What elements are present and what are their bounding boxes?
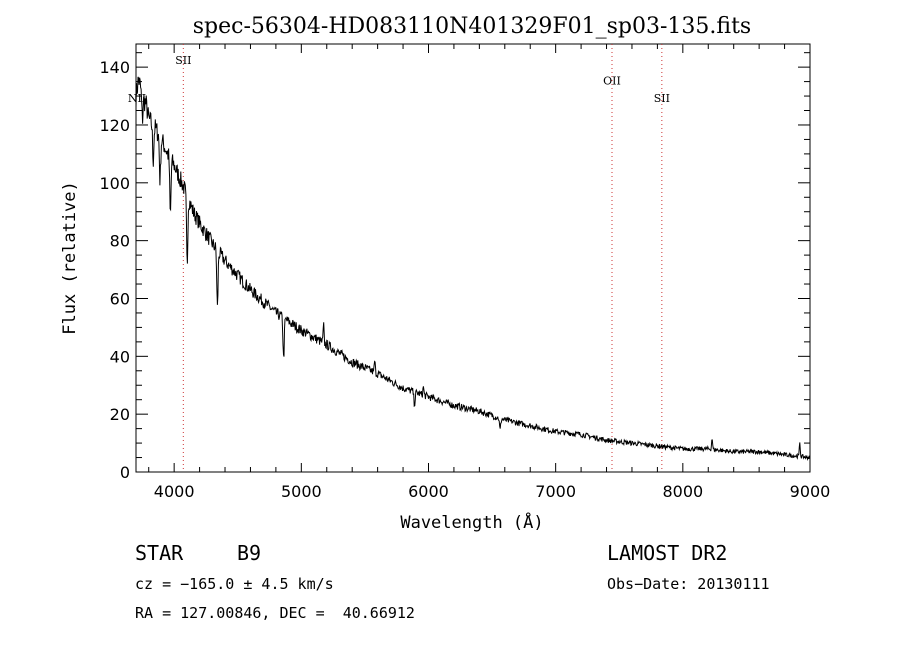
line-marker-label: SII: [654, 92, 670, 105]
y-tick-label: 120: [99, 116, 130, 135]
y-tick-label: 100: [99, 174, 130, 193]
x-tick-label: 7000: [535, 482, 576, 501]
object-subclass: B9: [237, 541, 262, 565]
y-tick-label: 140: [99, 58, 130, 77]
x-tick-label: 8000: [662, 482, 703, 501]
observation-date: Obs−Date: 20130111: [607, 575, 770, 593]
line-marker-label: SII: [175, 54, 191, 67]
spectrum-line: [135, 76, 811, 461]
y-tick-label: 20: [110, 405, 130, 424]
line-marker-label: OII: [603, 74, 621, 87]
axis-ticks: 4000 5000 6000 7000 8000 9000 0 20 40 60 80 100 120 1…: [99, 44, 830, 501]
object-class: STAR: [135, 541, 184, 565]
y-axis-label: Flux (relative): [60, 181, 80, 335]
plot-frame: [135, 43, 811, 473]
y-tick-label: 40: [110, 347, 130, 366]
x-axis-label: Wavelength (Å): [400, 511, 543, 533]
y-tick-label: 80: [110, 232, 130, 251]
x-tick-label: 5000: [281, 482, 322, 501]
x-tick-label: 9000: [790, 482, 831, 501]
survey-name: LAMOST DR2: [607, 541, 728, 565]
x-tick-label: 4000: [154, 482, 195, 501]
redshift-velocity: cz = −165.0 ± 4.5 km/s: [135, 575, 334, 593]
x-tick-label: 6000: [408, 482, 449, 501]
chart-title: spec-56304-HD083110N401329F01_sp03-135.f…: [193, 14, 751, 39]
sky-coordinates: RA = 127.00846, DEC = 40.66912: [135, 604, 415, 622]
y-tick-label: 60: [110, 289, 130, 308]
y-tick-label: 0: [120, 463, 130, 482]
